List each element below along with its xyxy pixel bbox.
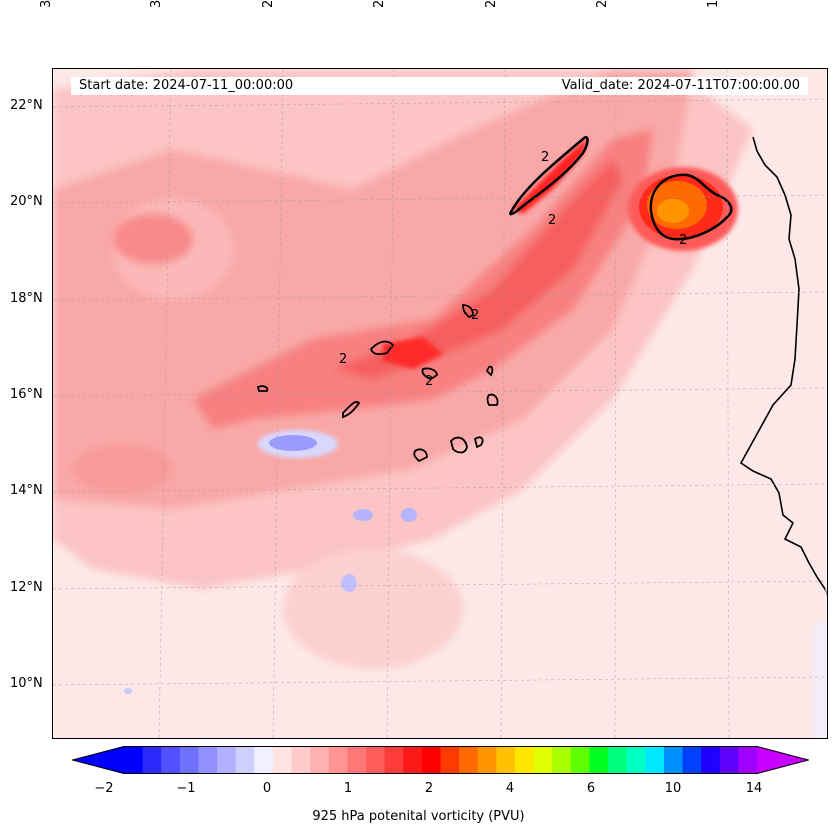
colorbar-swatch <box>459 746 479 774</box>
lat-label-20n: 20°N <box>10 194 43 209</box>
colorbar-swatch <box>589 746 609 774</box>
contour-label: 2 <box>339 352 347 367</box>
colorbar-swatch <box>235 746 255 774</box>
colorbar-swatch <box>198 746 218 774</box>
colorbar-swatch <box>142 746 162 774</box>
colorbar-tick-label: 4 <box>505 781 515 796</box>
colorbar-swatch <box>366 746 386 774</box>
colorbar-svg <box>70 746 811 774</box>
colorbar-swatch <box>663 746 684 774</box>
contour-label: 2 <box>548 213 556 228</box>
contour-label: 2 <box>471 308 479 323</box>
colorbar-tick-label: 1 <box>343 781 353 796</box>
colorbar-swatch <box>217 746 237 774</box>
colorbar-tick-label: −1 <box>176 781 196 796</box>
colorbar-swatch <box>161 746 181 774</box>
colorbar-swatch <box>272 746 293 774</box>
pv-high-core <box>383 137 588 369</box>
colorbar-swatch <box>291 746 311 774</box>
colorbar-swatch <box>347 746 367 774</box>
colorbar-swatch <box>254 746 274 774</box>
pv-map: 2 2 2 2 2 2 <box>52 68 828 739</box>
lon-label-27-5w: 27.5°W <box>261 0 276 8</box>
lat-label-22n: 22°N <box>10 98 43 113</box>
colorbar-swatch <box>477 746 497 774</box>
colorbar-swatch <box>608 746 628 774</box>
colorbar-swatch <box>514 746 535 774</box>
colorbar-swatch <box>626 746 646 774</box>
colorbar-swatch <box>719 746 739 774</box>
africa-coastline <box>739 136 827 597</box>
lon-label-25w: 25°W <box>372 0 387 8</box>
colorbar-swatch <box>701 746 721 774</box>
lon-label-17-5w: 17.5°W <box>706 0 721 8</box>
colorbar-swatch <box>645 746 665 774</box>
date-info-bar: Start date: 2024-07-11_00:00:00 Valid_da… <box>71 77 808 95</box>
colorbar-swatch <box>533 746 553 774</box>
colorbar-swatch <box>310 746 330 774</box>
colorbar-extend-high <box>757 746 809 774</box>
colorbar-tick-label: 14 <box>745 781 763 796</box>
lon-label-20w: 20°W <box>595 0 610 8</box>
pv-mid-ridge <box>73 129 653 494</box>
lat-label-14n: 14°N <box>10 483 43 498</box>
lat-label-16n: 16°N <box>10 387 43 402</box>
valid-date-text: Valid_date: 2024-07-11T07:00:00.00 <box>561 78 800 93</box>
lon-label-32-5w: 32.5°W <box>39 0 54 8</box>
colorbar-tick-label: 2 <box>424 781 434 796</box>
colorbar-tick-label: 6 <box>586 781 596 796</box>
colorbar-outline <box>70 746 811 774</box>
colorbar-tick-label: −2 <box>94 781 114 796</box>
lon-label-22-5w: 22.5°W <box>484 0 499 8</box>
lat-label-12n: 12°N <box>10 580 43 595</box>
colorbar-swatch <box>570 746 590 774</box>
colorbar-tick-label: 10 <box>664 781 682 796</box>
land-edge <box>813 334 827 738</box>
colorbar-swatch <box>682 746 702 774</box>
lat-label-18n: 18°N <box>10 291 43 306</box>
colorbar-swatch <box>738 746 758 774</box>
pv-field-svg: 2 2 2 2 2 2 <box>53 69 827 738</box>
graticule <box>53 69 827 738</box>
colorbar-swatch <box>421 746 441 774</box>
pv-vortex <box>628 167 738 251</box>
lon-label-30w: 30°W <box>149 0 164 8</box>
colorbar-swatch <box>124 746 144 774</box>
cape-verde-islands <box>256 304 499 463</box>
colorbar-swatch <box>328 746 348 774</box>
contour-label: 2 <box>425 374 433 389</box>
lat-label-10n: 10°N <box>10 676 43 691</box>
colorbar-swatch <box>440 746 460 774</box>
colorbar-swatch <box>496 746 516 774</box>
colorbar-swatch <box>384 746 404 774</box>
colorbar-extend-low <box>72 746 124 774</box>
colorbar-title: 925 hPa potenital vorticity (PVU) <box>312 809 525 824</box>
colorbar-swatch <box>403 746 423 774</box>
colorbar-swatch <box>552 746 572 774</box>
negative-pv-patch <box>124 430 417 694</box>
colorbar-swatch <box>179 746 199 774</box>
contour-label: 2 <box>541 150 549 165</box>
colorbar-tick-label: 0 <box>262 781 272 796</box>
streak-contour <box>509 136 589 216</box>
contour-label: 2 <box>679 233 687 248</box>
start-date-text: Start date: 2024-07-11_00:00:00 <box>79 78 294 93</box>
colorbar <box>70 746 811 774</box>
vortex-contour <box>649 173 733 241</box>
